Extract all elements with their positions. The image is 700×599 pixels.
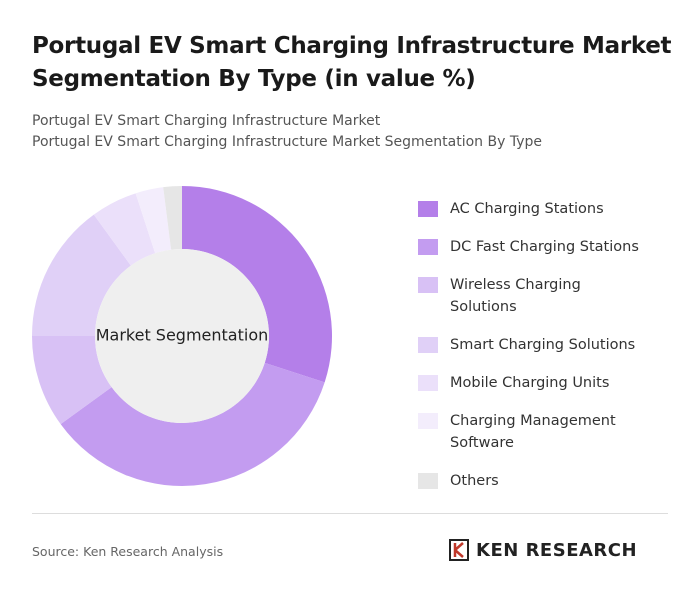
legend-swatch — [418, 413, 438, 429]
legend-swatch — [418, 337, 438, 353]
legend-label: Wireless Charging Solutions — [450, 277, 581, 315]
donut-segment — [182, 186, 332, 383]
donut-chart: Market Segmentation — [32, 186, 332, 486]
legend: AC Charging Stations DC Fast Charging Sta… — [418, 198, 650, 508]
logo-icon — [449, 539, 469, 561]
donut-segment — [32, 214, 131, 336]
legend-item: Charging Management Software — [418, 410, 650, 454]
legend-item: Others — [418, 470, 650, 492]
legend-swatch — [418, 375, 438, 391]
donut-segment — [135, 187, 172, 254]
source: Source: Ken Research Analysis — [32, 544, 224, 559]
chart-title: Portugal EV Smart Charging Infrastructur… — [32, 33, 672, 92]
donut-segment — [60, 362, 325, 486]
legend-item: AC Charging Stations — [418, 198, 650, 220]
subtitle: Portugal EV Smart Charging Infrastructur… — [32, 134, 542, 150]
legend-label: DC Fast Charging Stations — [450, 239, 639, 255]
legend-item: Mobile Charging Units — [418, 372, 650, 394]
logo-text: KEN RESEARCH — [476, 539, 638, 561]
legend-label: Charging Management Software — [450, 413, 616, 451]
divider — [32, 513, 668, 514]
legend-swatch — [418, 201, 438, 217]
donut-segment — [32, 336, 112, 425]
donut-hole — [95, 249, 269, 423]
legend-swatch — [418, 239, 438, 255]
legend-item: Wireless Charging Solutions — [418, 274, 650, 318]
donut-segment — [93, 193, 156, 266]
legend-item: Smart Charging Solutions — [418, 334, 650, 356]
legend-item: DC Fast Charging Stations — [418, 236, 650, 258]
center-label: Market Segmentation — [96, 326, 269, 345]
legend-label: Smart Charging Solutions — [450, 337, 636, 353]
logo: KEN RESEARCH — [448, 538, 637, 562]
legend-label: Mobile Charging Units — [450, 375, 610, 391]
legend-label: AC Charging Stations — [450, 201, 604, 217]
legend-swatch — [418, 473, 438, 489]
subtitle: Portugal EV Smart Charging Infrastructur… — [32, 113, 381, 129]
donut-segment — [163, 186, 182, 250]
legend-swatch — [418, 277, 438, 293]
legend-label: Others — [450, 473, 499, 489]
